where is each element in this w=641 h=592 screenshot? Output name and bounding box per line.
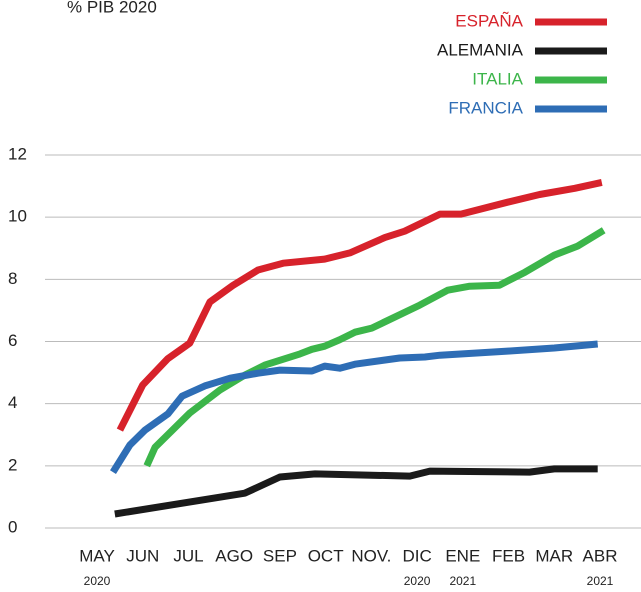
x-tick-label: ABR — [583, 546, 618, 565]
series-line — [114, 465, 598, 518]
x-sublabel: 2021 — [587, 574, 614, 588]
x-tick-label: OCT — [308, 546, 344, 565]
y-tick-label: 4 — [8, 393, 17, 412]
y-tick-label: 6 — [8, 331, 17, 350]
x-tick-label: JUL — [173, 546, 203, 565]
series-line — [110, 340, 599, 474]
x-tick-label: MAR — [535, 546, 573, 565]
chart-subtitle: % PIB 2020 — [67, 0, 157, 16]
legend-label: ITALIA — [472, 69, 523, 88]
y-tick-label: 8 — [8, 269, 17, 288]
x-tick-label: ENE — [445, 546, 480, 565]
x-tick-label: AGO — [215, 546, 253, 565]
legend-label: FRANCIA — [448, 98, 523, 117]
y-tick-label: 0 — [8, 517, 17, 536]
y-tick-label: 2 — [8, 455, 17, 474]
x-sublabel: 2021 — [449, 574, 476, 588]
x-tick-label: DIC — [402, 546, 431, 565]
x-sublabel: 2020 — [404, 574, 431, 588]
x-tick-label: JUN — [126, 546, 159, 565]
y-tick-label: 12 — [8, 144, 27, 163]
x-sublabel: 2020 — [84, 574, 111, 588]
series-line — [116, 178, 603, 432]
legend-label: ESPAÑA — [455, 11, 523, 30]
legend-label: ALEMANIA — [437, 40, 524, 59]
y-tick-label: 10 — [8, 207, 27, 226]
x-tick-label: NOV. — [351, 546, 391, 565]
x-tick-label: MAY — [79, 546, 115, 565]
series-line — [143, 227, 606, 468]
x-tick-label: FEB — [492, 546, 525, 565]
x-tick-label: SEP — [263, 546, 297, 565]
